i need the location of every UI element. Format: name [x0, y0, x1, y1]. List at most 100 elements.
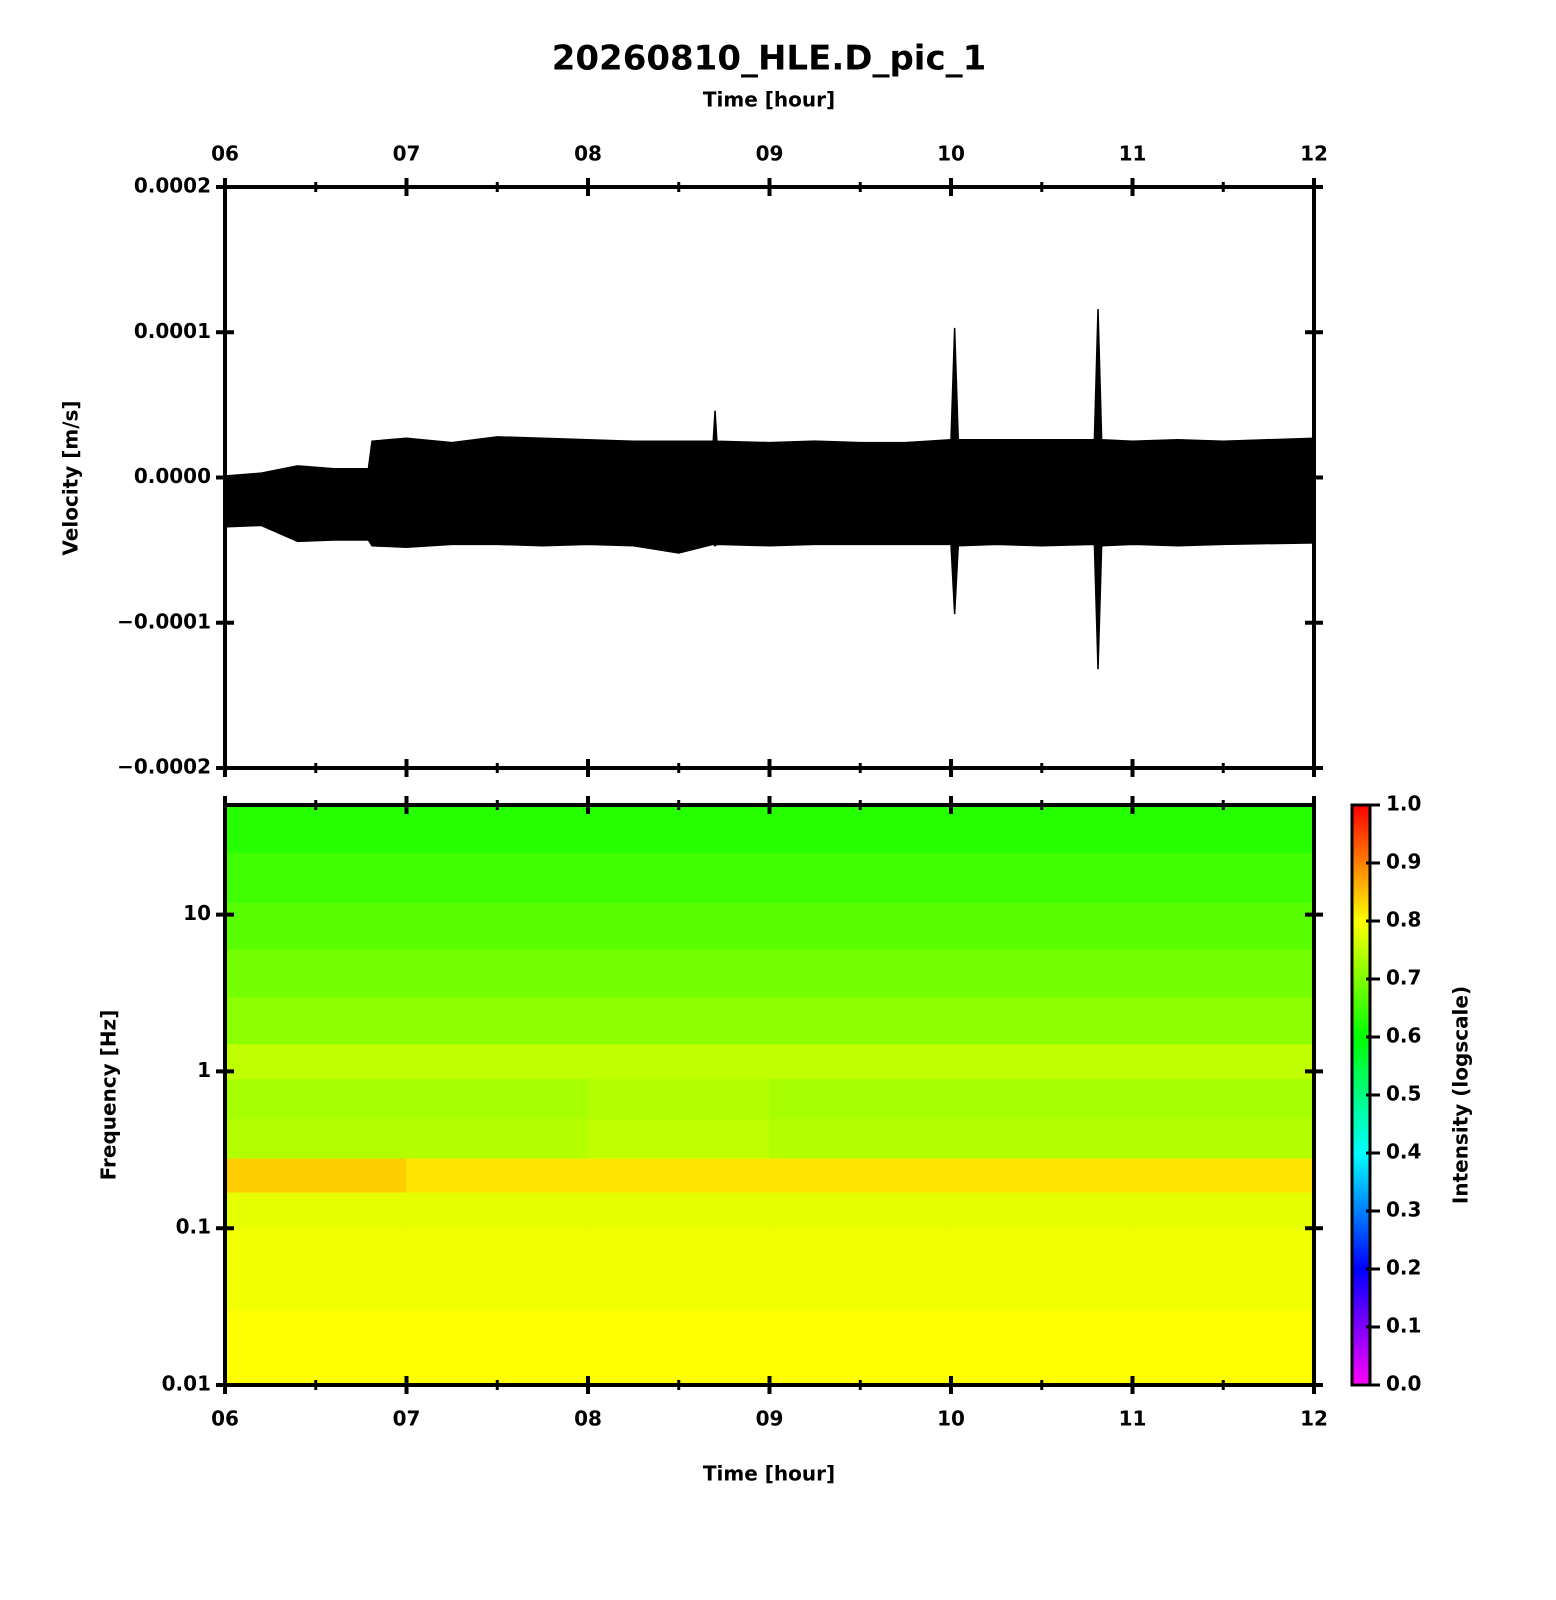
heatmap-cell — [1132, 1228, 1315, 1311]
heatmap-cell — [1132, 1158, 1315, 1193]
x-tick-label: 10 — [937, 1407, 965, 1431]
heatmap-cell — [406, 902, 589, 950]
heatmap-cell — [1132, 996, 1315, 1045]
x-tick-label: 06 — [211, 142, 239, 166]
x-tick-label: 09 — [756, 1407, 784, 1431]
heatmap-cell — [225, 902, 407, 950]
x-tick-label: 08 — [574, 142, 602, 166]
y-tick-label: 0.0000 — [134, 464, 211, 488]
heatmap-cell — [769, 1228, 952, 1311]
heatmap-cell — [406, 1158, 589, 1193]
colorbar-tick-label: 0.9 — [1386, 850, 1421, 874]
y-tick-label: −0.0001 — [117, 609, 211, 633]
heatmap-cell — [225, 1192, 407, 1229]
heatmap-cell — [951, 1118, 1133, 1159]
heatmap-cell — [588, 1158, 770, 1193]
heatmap-cell — [951, 996, 1133, 1045]
heatmap-cell — [769, 1118, 952, 1159]
y-tick-label: −0.0002 — [117, 755, 211, 779]
heatmap-cell — [769, 1310, 952, 1386]
x-tick-label: 07 — [393, 1407, 421, 1431]
y-axis-title: Velocity [m/s] — [59, 400, 83, 555]
heatmap-cell — [406, 1118, 589, 1159]
heatmap-cell — [225, 852, 407, 903]
y-tick-label: 0.01 — [162, 1372, 211, 1396]
heatmap-cell — [951, 1310, 1133, 1386]
y-tick-label: 1 — [197, 1058, 211, 1082]
heatmap-cell — [951, 949, 1133, 998]
heatmap-cell — [769, 949, 952, 998]
heatmap-cell — [588, 805, 770, 853]
heatmap-cell — [406, 1310, 589, 1386]
y-tick-label: 10 — [183, 901, 211, 925]
heatmap-cell — [1132, 1310, 1315, 1386]
heatmap-cell — [588, 1192, 770, 1229]
x-tick-label: 12 — [1300, 142, 1328, 166]
x-axis-title: Time [hour] — [703, 1462, 835, 1486]
colorbar-tick-label: 0.5 — [1386, 1082, 1421, 1106]
chart-title: 20260810_HLE.D_pic_1 — [552, 39, 987, 79]
heatmap-cell — [406, 1078, 589, 1120]
x-tick-label: 06 — [211, 1407, 239, 1431]
colorbar-tick-label: 0.2 — [1386, 1256, 1421, 1280]
y-tick-label: 0.0002 — [134, 174, 211, 198]
waveform — [224, 308, 1315, 670]
heatmap-cell — [1132, 805, 1315, 853]
heatmap-cell — [769, 805, 952, 853]
y-tick-label: 0.0001 — [134, 319, 211, 343]
heatmap-cell — [225, 949, 407, 998]
heatmap-cell — [769, 1192, 952, 1229]
heatmap-cell — [769, 1043, 952, 1080]
heatmap-cell — [1132, 949, 1315, 998]
colorbar-tick-label: 0.7 — [1386, 966, 1421, 990]
x-axis-title: Time [hour] — [703, 88, 835, 112]
y-axis-title: Frequency [Hz] — [97, 1010, 121, 1181]
heatmap-cell — [951, 1078, 1133, 1120]
colorbar-tick-label: 1.0 — [1386, 792, 1421, 816]
heatmap-cell — [769, 902, 952, 950]
colorbar-tick-label: 0.3 — [1386, 1198, 1421, 1222]
heatmap-cell — [1132, 902, 1315, 950]
heatmap-cell — [225, 996, 407, 1045]
heatmap-cell — [588, 1078, 770, 1120]
heatmap-cell — [951, 1158, 1133, 1193]
heatmap-cell — [406, 805, 589, 853]
heatmap-cell — [406, 852, 589, 903]
y-tick-label: 0.1 — [176, 1215, 211, 1239]
heatmap-cell — [769, 852, 952, 903]
colorbar-tick-label: 0.6 — [1386, 1024, 1421, 1048]
heatmap-cell — [225, 1118, 407, 1159]
x-tick-label: 11 — [1119, 142, 1147, 166]
heatmap-cell — [951, 1043, 1133, 1080]
heatmap-cell — [225, 1228, 407, 1311]
heatmap-cell — [588, 949, 770, 998]
heatmap-cell — [769, 1158, 952, 1193]
heatmap-cell — [406, 1192, 589, 1229]
x-tick-label: 07 — [393, 142, 421, 166]
x-tick-label: 11 — [1119, 1407, 1147, 1431]
heatmap-cell — [225, 805, 407, 853]
heatmap-cell — [1132, 1118, 1315, 1159]
x-tick-label: 09 — [756, 142, 784, 166]
heatmap-cell — [1132, 1192, 1315, 1229]
heatmap-cell — [225, 1078, 407, 1120]
heatmap-cell — [951, 1228, 1133, 1311]
x-tick-label: 12 — [1300, 1407, 1328, 1431]
heatmap-cell — [225, 1310, 407, 1386]
heatmap-cell — [406, 1043, 589, 1080]
x-tick-label: 08 — [574, 1407, 602, 1431]
heatmap-cell — [406, 996, 589, 1045]
heatmap-cell — [951, 852, 1133, 903]
heatmap-cell — [588, 1310, 770, 1386]
colorbar-tick-label: 0.0 — [1386, 1372, 1421, 1396]
heatmap-cell — [951, 902, 1133, 950]
colorbar-title: Intensity (logscale) — [1449, 986, 1473, 1204]
heatmap-cell — [406, 949, 589, 998]
heatmap-cell — [1132, 852, 1315, 903]
heatmap-cell — [769, 996, 952, 1045]
heatmap-cell — [1132, 1078, 1315, 1120]
heatmap-cell — [588, 1118, 770, 1159]
colorbar-tick-label: 0.1 — [1386, 1314, 1421, 1338]
heatmap-cell — [225, 1043, 407, 1080]
